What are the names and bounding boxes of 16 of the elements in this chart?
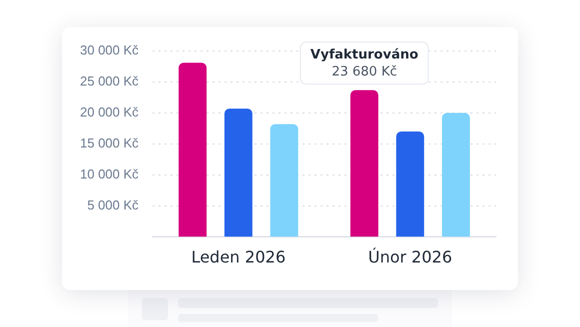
y-tick-label: 20 000 Kč xyxy=(80,104,140,120)
bar xyxy=(396,132,424,237)
bar xyxy=(442,112,470,237)
bar xyxy=(270,124,298,237)
x-tick-label: Leden 2026 xyxy=(191,248,286,267)
text: Vyfakturováno xyxy=(310,48,418,63)
bar xyxy=(178,62,207,237)
y-tick-label: 15 000 Kč xyxy=(80,135,140,150)
y-tick-label: 10 000 Kč xyxy=(80,166,140,182)
y-tick-label: 5 000 Kč xyxy=(87,197,140,212)
bar xyxy=(350,90,378,237)
data-label: 23 680 Kč xyxy=(332,64,397,80)
y-tick-label: 30 000 Kč xyxy=(80,42,140,58)
y-tick-label: 25 000 Kč xyxy=(80,74,140,89)
x-tick-label: Únor 2026 xyxy=(368,248,452,267)
bar xyxy=(224,108,252,237)
